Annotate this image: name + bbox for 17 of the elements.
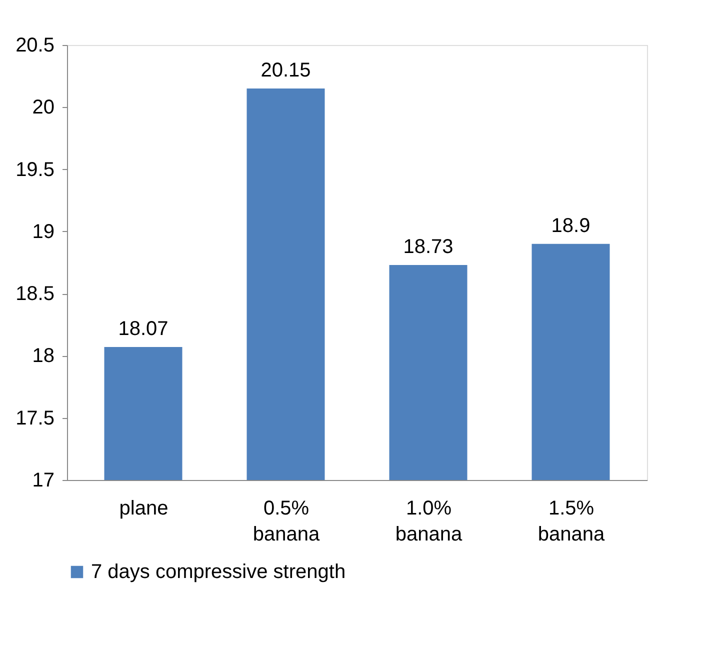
x-tick-label: 1.5% banana bbox=[538, 498, 606, 546]
data-label: 18.07 bbox=[118, 318, 168, 340]
legend-label: 7 days compressive strength bbox=[91, 561, 346, 583]
y-tick-label: 20 bbox=[32, 96, 54, 119]
y-tick-label: 17.5 bbox=[16, 407, 54, 430]
data-label: 18.9 bbox=[551, 214, 590, 237]
data-label: 20.15 bbox=[260, 60, 311, 82]
y-tick-label: 18.5 bbox=[16, 283, 54, 306]
y-tick-label: 20.5 bbox=[16, 34, 54, 56]
y-tick-label: 18 bbox=[32, 345, 54, 368]
x-tick-label: 0.5% banana bbox=[252, 498, 320, 546]
data-label: 18.73 bbox=[403, 236, 454, 258]
y-tick-label: 19 bbox=[32, 220, 54, 243]
x-tick-label: 1.0% banana bbox=[395, 498, 463, 546]
x-tick-label: plane bbox=[119, 498, 168, 520]
y-tick-label: 17 bbox=[32, 470, 54, 492]
y-tick-label: 19.5 bbox=[16, 158, 54, 181]
